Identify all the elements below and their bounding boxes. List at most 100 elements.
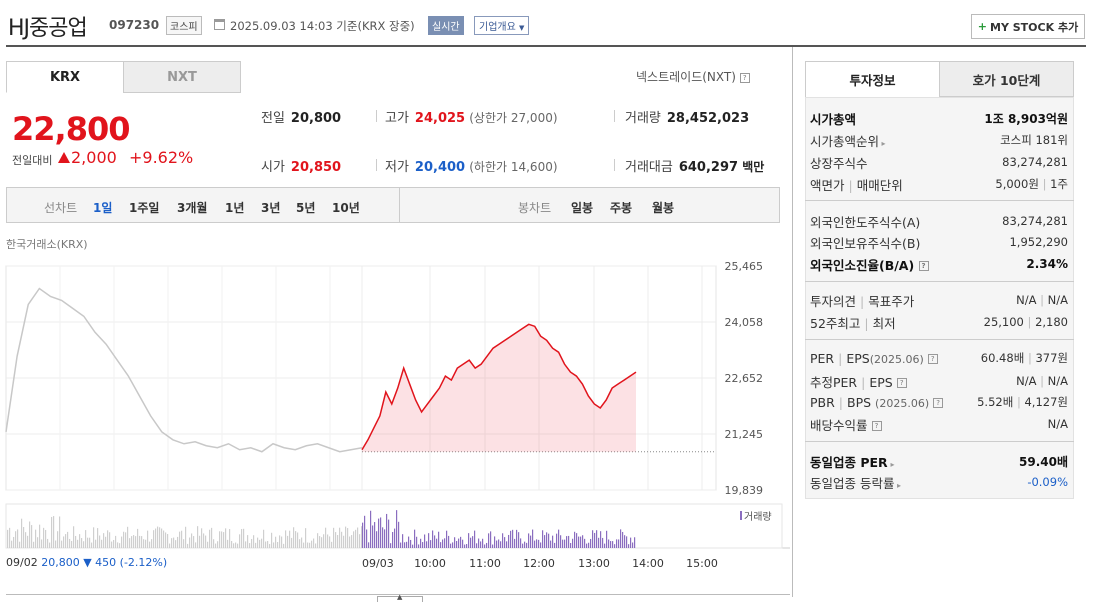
exchange-label: 한국거래소(KRX)	[6, 238, 88, 251]
volume-bar	[191, 533, 193, 548]
volume-bar	[257, 537, 259, 548]
volume-bar	[388, 519, 390, 548]
stat-high: 고가 24,025 (상한가 27,000)	[385, 107, 558, 126]
volume-bar	[221, 531, 223, 548]
volume-bar	[301, 537, 303, 548]
period-3y[interactable]: 3년	[261, 201, 281, 215]
market-badge: 코스피	[166, 16, 202, 35]
volume-bar	[125, 532, 127, 548]
info-divider	[805, 281, 1074, 282]
foreign-limit-label: 외국인한도주식수(A)	[810, 214, 921, 230]
face-value-value: 5,000원	[995, 177, 1039, 191]
volume-bar	[201, 528, 203, 548]
tab-nxt[interactable]: NXT	[123, 61, 241, 93]
nxt-link[interactable]: 넥스트레이드(NXT) ?	[636, 68, 750, 85]
volume-bar	[442, 539, 444, 548]
stat-high-label: 고가	[385, 111, 409, 126]
period-1d[interactable]: 1일	[93, 201, 113, 215]
foreign-ratio-value: 2.34%	[1026, 257, 1068, 271]
help-icon[interactable]: ?	[896, 378, 907, 388]
volume-bar	[235, 542, 237, 548]
help-icon[interactable]: ?	[871, 421, 882, 431]
volume-bar	[430, 540, 432, 548]
volume-bar	[177, 536, 179, 548]
est-per-label: 추정PER	[810, 374, 858, 390]
period-3m[interactable]: 3개월	[177, 201, 208, 215]
x-tick-label: 13:00	[578, 557, 610, 570]
stat-upper-limit: (상한가 27,000)	[469, 111, 558, 125]
volume-bar	[67, 531, 69, 548]
volume-bar	[634, 537, 636, 548]
volume-bar	[219, 531, 221, 548]
volume-bar	[323, 534, 325, 548]
volume-bar	[548, 533, 550, 548]
volume-bar	[77, 539, 79, 548]
period-10y[interactable]: 10년	[332, 201, 360, 215]
volume-bar	[317, 533, 319, 548]
volume-bar	[488, 533, 490, 548]
add-mystock-button[interactable]: + MY STOCK 추가	[971, 14, 1085, 39]
volume-bar	[245, 541, 247, 548]
volume-bar	[458, 538, 460, 548]
volume-bar	[494, 536, 496, 548]
row-listed-shares: 상장주식수 83,274,281	[810, 152, 1068, 172]
candle-weekly[interactable]: 주봉	[610, 201, 633, 215]
sector-change-label: 동일업종 등락률	[810, 475, 895, 491]
x-tick-label: 09/03	[362, 557, 394, 570]
volume-bar	[520, 538, 522, 548]
volume-bar	[133, 535, 135, 548]
listed-shares-value: 83,274,281	[1002, 155, 1068, 169]
volume-bar	[490, 531, 492, 548]
tab-krx[interactable]: KRX	[6, 61, 124, 93]
sector-per-link[interactable]: 동일업종 PER ▸	[810, 452, 895, 471]
volume-bar	[357, 527, 359, 548]
tab-investment-info[interactable]: 투자정보	[805, 61, 940, 97]
expand-chart-handle[interactable]: ▲	[377, 593, 423, 602]
realtime-badge[interactable]: 실시간	[428, 16, 464, 35]
volume-bar	[325, 527, 327, 548]
volume-bar	[253, 535, 255, 548]
candle-daily[interactable]: 일봉	[571, 201, 594, 215]
week52-low-label: 최저	[872, 315, 896, 331]
foreign-limit-value: 83,274,281	[1002, 214, 1068, 228]
volume-bar	[408, 536, 410, 548]
tab-orderbook[interactable]: 호가 10단계	[939, 61, 1074, 97]
volume-bar	[327, 534, 329, 548]
volume-bar	[171, 538, 173, 548]
volume-bar	[151, 539, 153, 548]
volume-bar	[71, 540, 73, 548]
help-icon[interactable]: ?	[918, 261, 929, 271]
volume-bar	[303, 542, 305, 548]
volume-bar	[143, 539, 145, 548]
volume-bar	[59, 516, 61, 548]
period-1w[interactable]: 1주일	[129, 201, 160, 215]
period-1y[interactable]: 1년	[225, 201, 245, 215]
volume-bar	[135, 536, 137, 548]
volume-bar	[307, 542, 309, 548]
help-icon[interactable]: ?	[927, 354, 938, 364]
per-value: 60.48배	[980, 351, 1025, 365]
company-overview-dropdown[interactable]: 기업개요 ▼	[474, 16, 530, 35]
cap-rank-label[interactable]: 시가총액순위 ▸	[810, 131, 886, 150]
volume-bar	[564, 539, 566, 548]
volume-bar	[538, 539, 540, 548]
candle-monthly[interactable]: 월봉	[652, 201, 675, 215]
pbr-value: 5.52배	[977, 395, 1014, 409]
volume-bar	[510, 530, 512, 548]
info-divider	[805, 339, 1074, 340]
help-icon[interactable]: ?	[933, 398, 944, 408]
volume-bar	[588, 542, 590, 548]
volume-bar	[285, 530, 287, 548]
period-5y[interactable]: 5년	[296, 201, 316, 215]
sector-change-link[interactable]: 동일업종 등락률 ▸	[810, 473, 901, 492]
volume-bar	[7, 529, 9, 548]
volume-bar	[508, 534, 510, 548]
volume-bar	[386, 513, 388, 548]
volume-bar	[213, 539, 215, 548]
price-chart[interactable]: 25,465 24,058 22,652 21,245 19,839 09/03 10:0…	[0, 0, 790, 600]
trade-unit-value: 1주	[1050, 177, 1068, 191]
stat-lower-limit: (하한가 14,600)	[469, 160, 558, 174]
volume-bar	[554, 542, 556, 548]
help-icon[interactable]: ?	[739, 72, 750, 83]
volume-bar	[283, 543, 285, 548]
